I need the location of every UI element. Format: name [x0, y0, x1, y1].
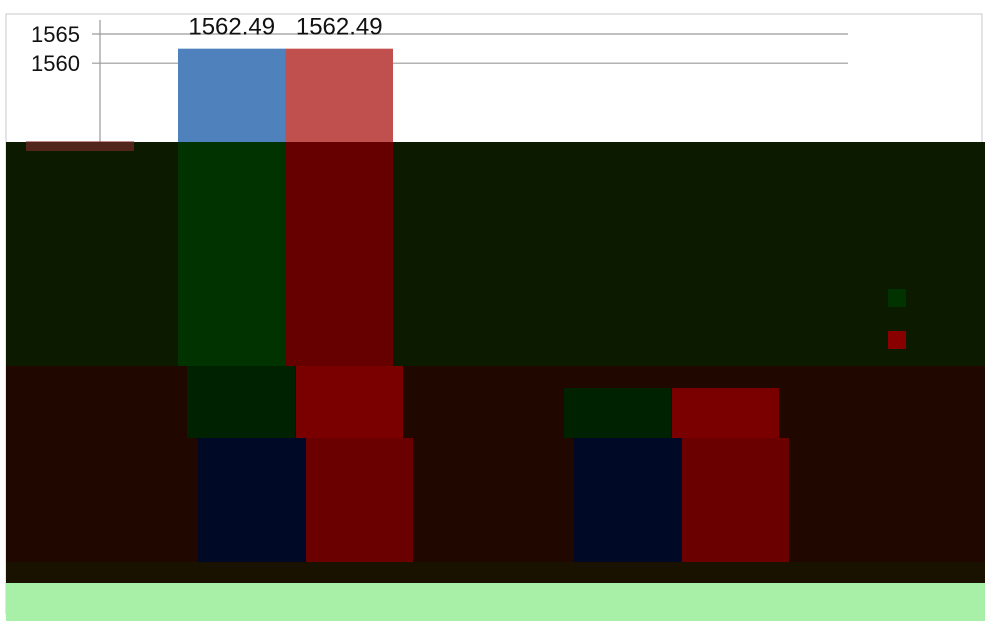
glitch-band-top [6, 142, 985, 368]
bar-series-2-category-1 [285, 48, 393, 145]
y-tick-label: 1565 [31, 22, 80, 47]
glitch-bar-series-1-low-right [574, 438, 681, 562]
glitch-band-lower [6, 438, 985, 562]
glitch-bar-series-1 [178, 142, 286, 368]
glitch-band-bottom [6, 583, 985, 621]
glitch-bar-series-2-low-right [682, 438, 789, 562]
y-tick-labels: 1565 1560 [31, 22, 80, 76]
glitch-band-middle [6, 366, 985, 438]
glitch-bar-series-2-right [672, 388, 779, 438]
bar-series-1-category-1 [178, 48, 286, 145]
y-tick-label: 1560 [31, 51, 80, 76]
data-labels: 1562.49 1562.49 [188, 14, 382, 41]
glitch-bar-series-1-mid [187, 366, 295, 438]
data-label-series-1: 1562.49 [188, 14, 275, 41]
glitch-bar-series-1-low [198, 438, 306, 562]
legend-swatch-series-2 [888, 331, 906, 349]
glitch-bar-series-1-right [564, 388, 671, 438]
bars [178, 48, 393, 145]
glitch-bar-series-2 [286, 142, 393, 368]
data-label-series-2: 1562.49 [296, 14, 383, 41]
glitch-bar-series-2-mid [296, 366, 403, 438]
glitch-noise-strip [26, 141, 134, 151]
glitch-bar-series-2-low [306, 438, 413, 562]
corrupted-overlay [6, 141, 985, 621]
legend-swatch-series-1 [888, 289, 906, 307]
